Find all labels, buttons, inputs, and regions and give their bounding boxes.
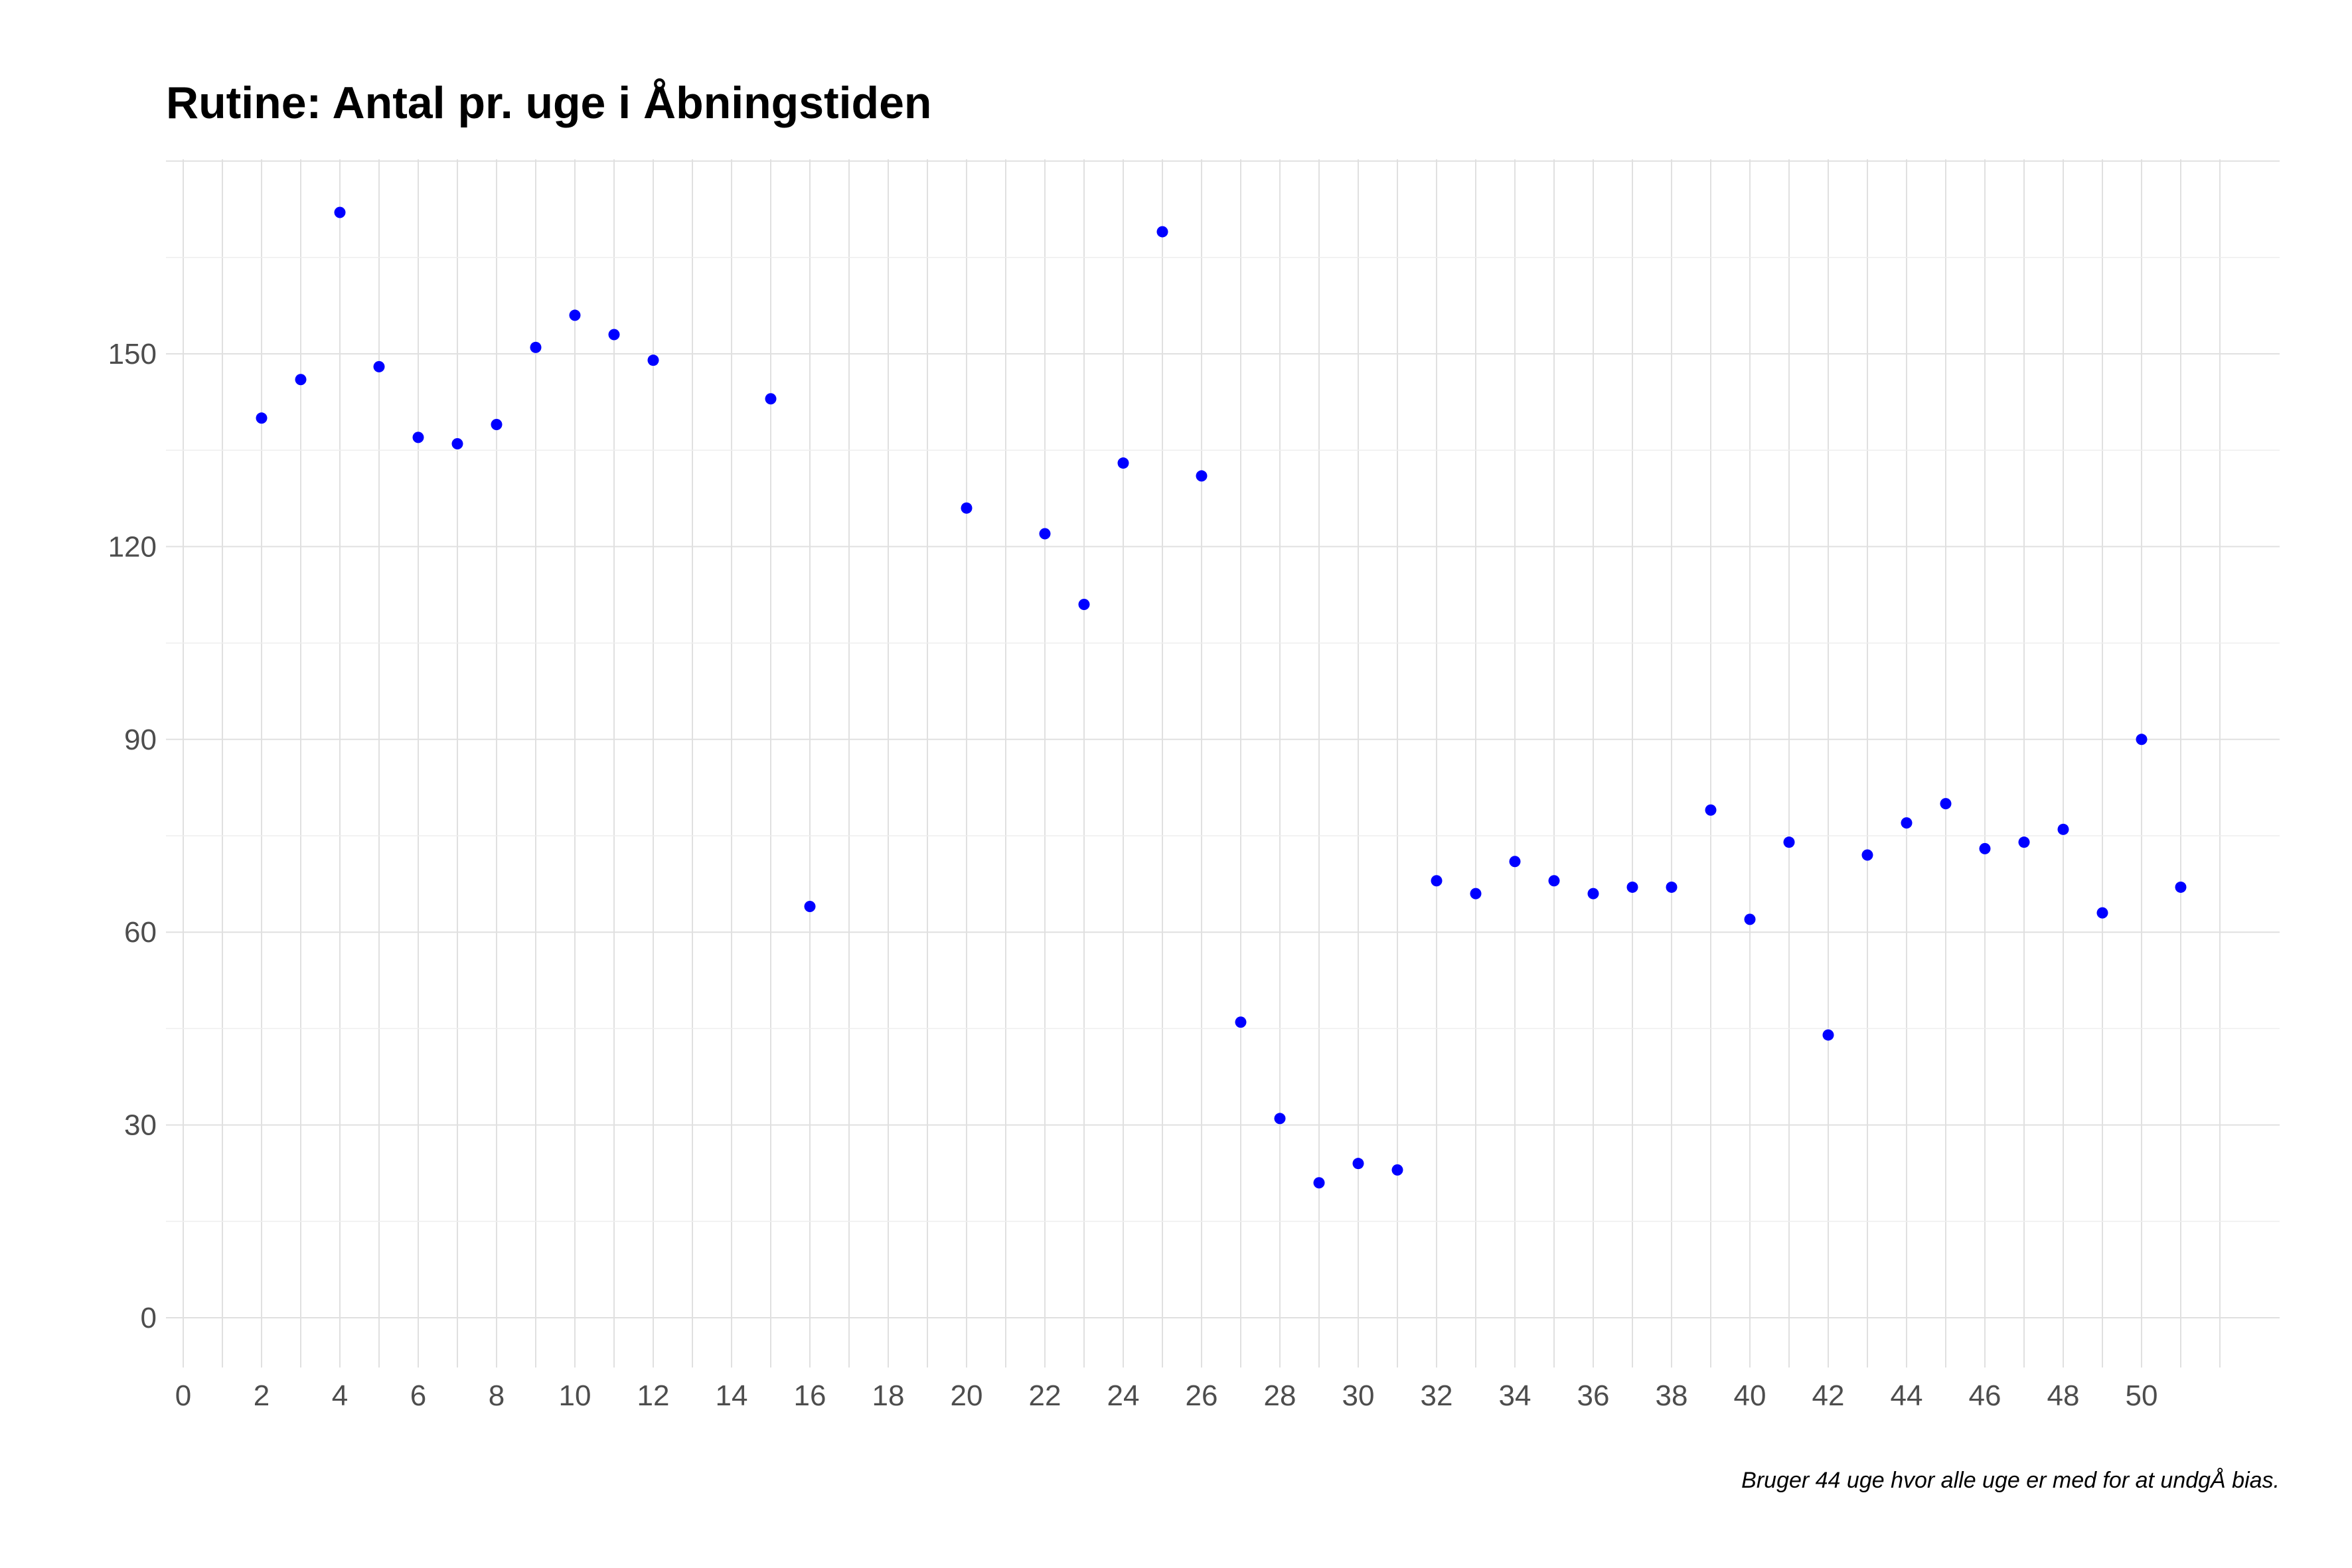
data-point [2136,734,2148,745]
x-tick-label: 10 [559,1379,591,1412]
x-axis-ticks: 0 2 4 6 8 10 12 14 16 18 20 22 24 26 28 30 32 34 36 38 40 42 4… [175,1379,2158,1412]
data-point [647,354,659,366]
x-tick-label: 38 [1656,1379,1688,1412]
data-point [256,412,268,424]
x-tick-label: 2 [254,1379,270,1412]
data-point [1196,470,1208,482]
data-point [491,418,503,430]
data-point [530,341,542,353]
data-point [1156,226,1168,238]
data-point [1587,888,1599,900]
data-point [334,206,346,218]
x-tick-label: 12 [637,1379,670,1412]
x-tick-label: 40 [1734,1379,1766,1412]
data-point [1078,599,1090,611]
x-tick-label: 6 [410,1379,426,1412]
data-point [1274,1113,1286,1125]
data-point [295,374,307,386]
x-tick-label: 22 [1029,1379,1061,1412]
x-tick-label: 18 [872,1379,905,1412]
x-tick-label: 4 [332,1379,348,1412]
data-point [1509,856,1521,868]
data-point [1117,457,1129,469]
data-point [2018,836,2030,848]
x-tick-label: 28 [1264,1379,1296,1412]
x-tick-label: 42 [1812,1379,1845,1412]
y-tick-label: 0 [141,1302,157,1334]
data-point [569,309,581,321]
x-tick-label: 34 [1499,1379,1531,1412]
data-point [961,502,973,514]
y-tick-label: 30 [124,1109,157,1142]
data-point [412,431,424,443]
data-points [256,206,2187,1189]
x-tick-label: 26 [1186,1379,1218,1412]
data-point [1705,804,1717,816]
data-point [1861,849,1873,861]
x-tick-label: 20 [951,1379,983,1412]
data-point [1039,528,1051,540]
data-point [1783,836,1795,848]
data-point [1626,881,1638,893]
grid [166,159,2280,1368]
x-tick-label: 8 [489,1379,505,1412]
chart-caption: Bruger 44 uge hvor alle uge er med for a… [1741,1468,2280,1493]
data-point [1979,842,1991,854]
data-point [1548,875,1560,887]
y-tick-label: 90 [124,724,157,756]
data-point [1391,1164,1403,1176]
x-tick-label: 36 [1577,1379,1610,1412]
x-tick-label: 44 [1891,1379,1923,1412]
y-tick-label: 120 [108,530,157,563]
data-point [2057,823,2069,835]
x-tick-label: 46 [1969,1379,2001,1412]
data-point [1940,798,1952,810]
data-point [1901,817,1913,829]
data-point [1470,888,1482,900]
data-point [1666,881,1678,893]
data-point [765,393,777,405]
x-tick-label: 30 [1342,1379,1375,1412]
x-tick-label: 24 [1107,1379,1140,1412]
x-tick-label: 0 [175,1379,191,1412]
y-tick-label: 150 [108,338,157,370]
x-tick-label: 48 [2047,1379,2080,1412]
data-point [1352,1158,1364,1170]
data-point [804,900,816,912]
x-tick-label: 50 [2126,1379,2158,1412]
x-tick-label: 14 [716,1379,748,1412]
data-point [451,438,463,450]
data-point [1235,1016,1247,1028]
data-point [1822,1029,1834,1041]
data-point [1313,1177,1325,1189]
data-point [1744,913,1756,925]
data-point [1431,875,1443,887]
data-point [373,360,385,372]
data-point [2096,907,2108,919]
y-axis-ticks: 0 30 60 90 120 150 [108,338,157,1334]
data-point [2175,881,2187,893]
data-point [608,329,620,341]
x-tick-label: 32 [1421,1379,1453,1412]
x-tick-label: 16 [794,1379,826,1412]
y-tick-label: 60 [124,916,157,949]
chart-title: Rutine: Antal pr. uge i Åbningstiden [166,78,931,128]
